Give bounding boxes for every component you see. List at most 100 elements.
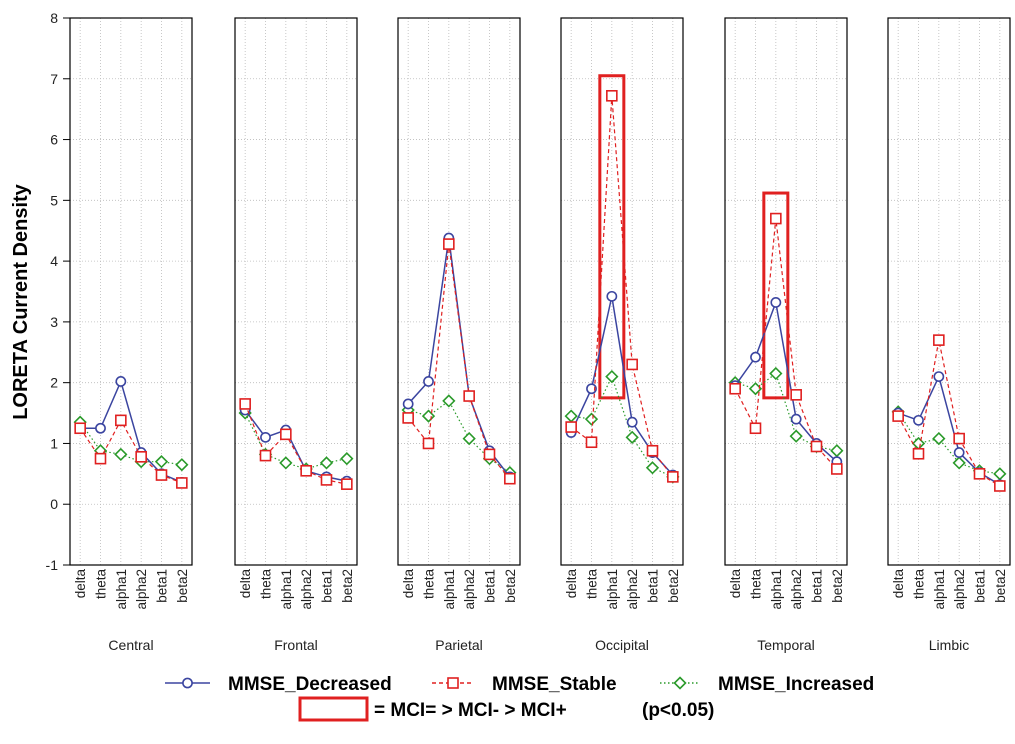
data-point-mmse_increased (993, 467, 1007, 481)
x-tick-label: delta (564, 569, 579, 599)
x-tick-label: theta (912, 569, 927, 600)
panel-frame (397, 17, 521, 566)
y-tick-label: 5 (50, 192, 58, 208)
data-point-mmse_stable (402, 412, 414, 424)
data-point-mmse_stable (790, 389, 802, 401)
data-point-mmse_stable (933, 334, 945, 346)
y-tick-label: 8 (50, 10, 58, 26)
x-tick-label: theta (94, 569, 109, 600)
panel-frontal: delta theta alpha1 alpha2 beta1 beta2 Frontal (234, 17, 358, 653)
region-label: Central (108, 637, 153, 653)
data-point-mmse_stable (259, 449, 272, 462)
data-point-mmse_increased (769, 366, 783, 381)
region-label: Frontal (274, 637, 318, 653)
panel-frame (69, 17, 193, 566)
x-tick-label: beta2 (830, 569, 845, 603)
data-point-mmse_stable (155, 469, 168, 481)
x-tick-label: delta (728, 569, 743, 599)
x-tick-label: alpha2 (952, 569, 967, 610)
y-tick-label: 6 (50, 132, 58, 148)
panel-temporal: delta theta alpha1 alpha2 beta1 beta2 Temporal (724, 17, 848, 653)
region-label: Temporal (757, 637, 815, 653)
legend-marker (447, 677, 459, 689)
panel-frame (560, 17, 684, 566)
data-point-mmse_decreased (115, 376, 127, 387)
data-point-mmse_decreased (260, 431, 271, 443)
legend-label: MMSE_Stable (492, 674, 617, 695)
data-point-mmse_decreased (626, 416, 638, 428)
y-tick-label: 2 (50, 375, 58, 391)
region-label: Limbic (929, 637, 969, 653)
data-point-mmse_increased (462, 431, 476, 446)
data-point-mmse_stable (504, 472, 516, 485)
y-tick-label: 7 (50, 71, 58, 87)
data-point-mmse_increased (605, 369, 619, 384)
legend-item-mmse_increased: MMSE_Increased (660, 674, 874, 695)
series-line-mmse_stable (244, 403, 347, 485)
x-tick-label: alpha1 (114, 569, 129, 610)
series-line-mmse_stable (407, 244, 511, 480)
data-point-mmse_decreased (402, 398, 414, 410)
data-point-mmse_increased (175, 458, 189, 472)
x-tick-label: alpha1 (769, 569, 784, 610)
data-point-mmse_stable (831, 463, 843, 475)
data-point-mmse_increased (584, 412, 599, 426)
x-tick-label: beta1 (483, 569, 498, 603)
x-tick-label: theta (749, 569, 764, 600)
y-axis-label: LORETA Current Density (10, 183, 32, 419)
x-tick-label: alpha1 (932, 569, 947, 610)
data-point-mmse_stable (606, 89, 618, 102)
x-tick-label: beta2 (993, 569, 1008, 603)
data-point-mmse_stable (422, 437, 435, 450)
data-point-mmse_increased (625, 430, 639, 444)
data-point-mmse_stable (320, 474, 333, 486)
data-point-mmse_increased (564, 409, 578, 423)
data-point-mmse_stable (135, 451, 147, 463)
series-line-mmse_decreased (734, 299, 838, 463)
data-point-mmse_stable (300, 464, 312, 477)
data-point-mmse_increased (645, 461, 660, 475)
data-point-mmse_decreased (933, 371, 945, 382)
panel-limbic: delta theta alpha1 alpha2 beta1 beta2 Limbic (887, 17, 1011, 653)
y-tick-label: -1 (46, 557, 59, 573)
y-tick-label: 3 (50, 314, 58, 330)
x-tick-label: beta1 (973, 569, 988, 603)
legend-item-mmse_decreased: MMSE_Decreased (165, 674, 392, 695)
chart-panels: delta theta alpha1 alpha2 beta1 beta2 Central d… (69, 17, 1011, 653)
significance-box (762, 191, 790, 400)
x-tick-label: alpha2 (462, 569, 477, 610)
data-point-mmse_stable (115, 414, 127, 427)
series-line-mmse_increased (734, 372, 837, 452)
panel-frame (724, 17, 848, 566)
data-point-mmse_increased (114, 447, 128, 462)
y-tick-label: 0 (50, 496, 58, 512)
data-point-mmse_decreased (606, 290, 618, 302)
significance-box (598, 74, 626, 400)
legend-label: MMSE_Increased (718, 674, 874, 695)
region-label: Occipital (595, 637, 649, 653)
legend-marker (673, 676, 687, 690)
x-tick-label: beta2 (340, 569, 355, 603)
x-tick-label: delta (73, 569, 88, 599)
x-tick-label: alpha2 (134, 569, 149, 610)
x-tick-label: beta2 (175, 569, 190, 603)
data-point-mmse_stable (770, 212, 782, 225)
data-point-mmse_decreased (750, 351, 761, 363)
x-tick-label: theta (585, 569, 600, 600)
data-point-mmse_stable (585, 436, 598, 449)
legend: MMSE_Decreased MMSE_Stable MMSE_Increased (165, 674, 874, 695)
highlight-legend-swatch (298, 696, 369, 722)
x-tick-label: beta1 (320, 569, 335, 603)
series-line-mmse_decreased (80, 379, 183, 484)
highlight-note-text: = MCI= > MCI- > MCI+ (374, 700, 567, 721)
data-point-mmse_increased (154, 455, 169, 469)
x-tick-label: beta1 (646, 569, 661, 603)
data-point-mmse_stable (565, 421, 577, 433)
x-tick-label: alpha2 (625, 569, 640, 610)
panel-parietal: delta theta alpha1 alpha2 beta1 beta2 Parietal (397, 17, 521, 653)
legend-item-mmse_stable: MMSE_Stable (432, 674, 617, 695)
x-tick-label: beta2 (666, 569, 681, 603)
data-point-mmse_stable (749, 422, 762, 435)
data-point-mmse_increased (830, 444, 844, 458)
data-point-mmse_stable (810, 440, 823, 453)
